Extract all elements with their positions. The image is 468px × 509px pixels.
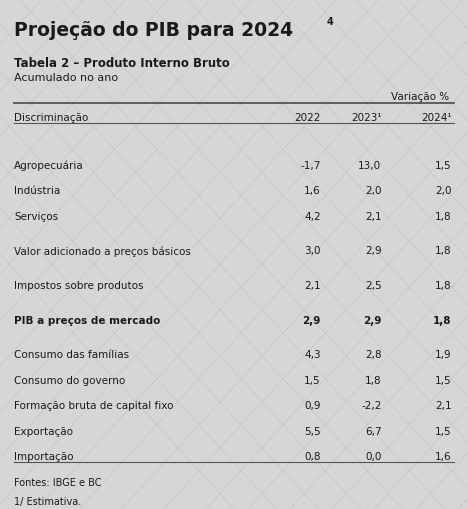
Text: 1,6: 1,6 bbox=[435, 451, 452, 461]
Text: 2,5: 2,5 bbox=[365, 280, 381, 290]
Text: -2,2: -2,2 bbox=[361, 401, 381, 410]
Text: 1,8: 1,8 bbox=[435, 280, 452, 290]
Text: Projeção do PIB para 2024: Projeção do PIB para 2024 bbox=[14, 21, 293, 40]
Text: Fontes: IBGE e BC: Fontes: IBGE e BC bbox=[14, 477, 102, 487]
Text: 2,0: 2,0 bbox=[365, 186, 381, 195]
Text: 1,6: 1,6 bbox=[304, 186, 321, 195]
Text: Consumo das famílias: Consumo das famílias bbox=[14, 350, 129, 359]
Text: 1,5: 1,5 bbox=[304, 375, 321, 385]
Text: 2023¹: 2023¹ bbox=[351, 112, 381, 123]
Text: 0,9: 0,9 bbox=[304, 401, 321, 410]
Text: Variação %: Variação % bbox=[391, 92, 449, 102]
Text: 4,2: 4,2 bbox=[304, 211, 321, 221]
Text: Importação: Importação bbox=[14, 451, 73, 461]
Text: 1,8: 1,8 bbox=[433, 315, 452, 325]
Text: Serviços: Serviços bbox=[14, 211, 58, 221]
Text: 6,7: 6,7 bbox=[365, 426, 381, 436]
Text: 1,8: 1,8 bbox=[435, 211, 452, 221]
Text: 0,0: 0,0 bbox=[365, 451, 381, 461]
Text: 2,8: 2,8 bbox=[365, 350, 381, 359]
Text: Indústria: Indústria bbox=[14, 186, 60, 195]
Text: 2,1: 2,1 bbox=[365, 211, 381, 221]
Text: 1/ Estimativa.: 1/ Estimativa. bbox=[14, 496, 81, 506]
Text: 2,9: 2,9 bbox=[365, 246, 381, 256]
Text: Acumulado no ano: Acumulado no ano bbox=[14, 73, 118, 83]
Text: 1,8: 1,8 bbox=[435, 246, 452, 256]
Text: Tabela 2 – Produto Interno Bruto: Tabela 2 – Produto Interno Bruto bbox=[14, 57, 230, 70]
Text: 1,5: 1,5 bbox=[435, 375, 452, 385]
Text: 4,3: 4,3 bbox=[304, 350, 321, 359]
Text: 1,8: 1,8 bbox=[365, 375, 381, 385]
Text: 2022: 2022 bbox=[294, 112, 321, 123]
Text: 1,5: 1,5 bbox=[435, 426, 452, 436]
Text: 5,5: 5,5 bbox=[304, 426, 321, 436]
Text: Consumo do governo: Consumo do governo bbox=[14, 375, 125, 385]
Text: 4: 4 bbox=[327, 17, 333, 27]
Text: 2,1: 2,1 bbox=[304, 280, 321, 290]
Text: 1,9: 1,9 bbox=[435, 350, 452, 359]
Text: Discriminação: Discriminação bbox=[14, 112, 88, 123]
Text: 2024¹: 2024¹ bbox=[421, 112, 452, 123]
Text: 2,1: 2,1 bbox=[435, 401, 452, 410]
Text: -1,7: -1,7 bbox=[300, 160, 321, 170]
Text: 2,9: 2,9 bbox=[302, 315, 321, 325]
Text: Exportação: Exportação bbox=[14, 426, 73, 436]
Text: PIB a preços de mercado: PIB a preços de mercado bbox=[14, 315, 161, 325]
Text: Agropecuária: Agropecuária bbox=[14, 160, 84, 171]
Text: 3,0: 3,0 bbox=[304, 246, 321, 256]
Text: 2,0: 2,0 bbox=[435, 186, 452, 195]
Text: 1,5: 1,5 bbox=[435, 160, 452, 170]
Text: 2,9: 2,9 bbox=[363, 315, 381, 325]
Text: Valor adicionado a preços básicos: Valor adicionado a preços básicos bbox=[14, 246, 191, 256]
Text: 0,8: 0,8 bbox=[304, 451, 321, 461]
Text: Impostos sobre produtos: Impostos sobre produtos bbox=[14, 280, 144, 290]
Text: 13,0: 13,0 bbox=[358, 160, 381, 170]
Text: Formação bruta de capital fixo: Formação bruta de capital fixo bbox=[14, 401, 174, 410]
